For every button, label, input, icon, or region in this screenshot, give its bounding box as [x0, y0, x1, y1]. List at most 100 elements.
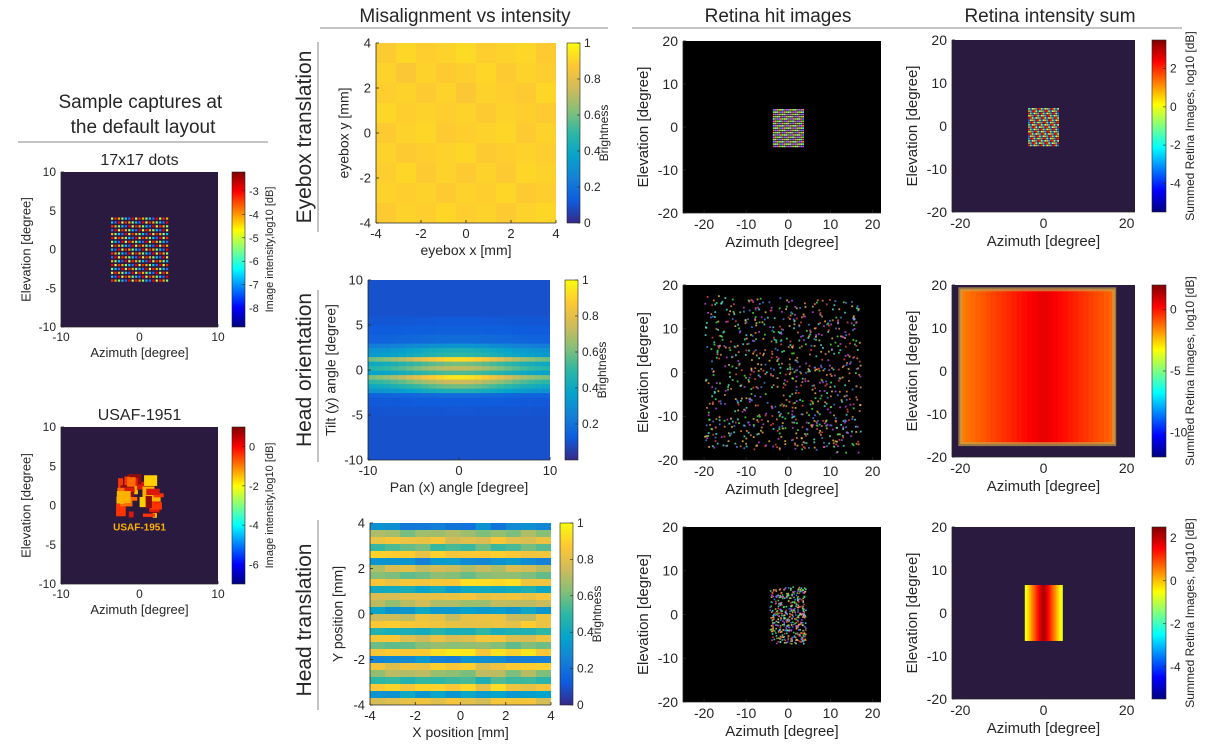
heatmap-cell: [535, 537, 551, 545]
retina-dot: [780, 140, 782, 143]
retina-speck: [778, 589, 781, 591]
heatmap-cell: [542, 352, 550, 358]
heatmap-cell: [474, 433, 483, 443]
retina-speck: [734, 410, 737, 413]
heatmap-cell: [436, 347, 445, 353]
heatmap-cell: [475, 586, 492, 594]
retina-dot: [774, 138, 777, 141]
grid-dot: [148, 248, 152, 251]
heatmap-cell: [376, 83, 397, 104]
retina-speck: [814, 327, 817, 330]
heatmap-cell: [436, 397, 445, 407]
heatmap-cell: [376, 123, 397, 144]
heatmap-cell: [475, 642, 492, 650]
heatmap-cell: [459, 451, 468, 460]
retina-speck: [777, 629, 780, 632]
heatmap-cell: [520, 537, 537, 545]
retina-speck: [764, 363, 767, 366]
heatmap-cell: [519, 383, 528, 389]
retina-dot: [1057, 112, 1059, 115]
retina-dot: [1055, 137, 1058, 140]
y-axis-label: Elevation [degree]: [635, 312, 652, 433]
retina-speck: [790, 640, 793, 643]
heatmap-cell: [520, 691, 537, 699]
retina-speck: [842, 428, 845, 430]
retina-speck: [773, 613, 775, 616]
heatmap-cell: [496, 365, 506, 371]
heatmap-cell: [405, 352, 415, 358]
heatmap-cell: [520, 670, 537, 678]
heatmap-cell: [416, 123, 437, 144]
heatmap-cell: [383, 397, 392, 407]
heatmap-cell: [415, 572, 431, 580]
heatmap-cell: [368, 374, 377, 380]
retina-speck: [799, 399, 802, 401]
retina-speck: [739, 445, 742, 448]
grid-dot: [145, 271, 148, 274]
retina-dot: [783, 127, 786, 129]
heatmap-cell: [428, 424, 437, 434]
grid-dot: [138, 267, 141, 271]
heatmap-cell: [474, 298, 483, 308]
grid-dot: [111, 279, 114, 282]
x-tick-label: 10: [211, 587, 225, 601]
retina-dot: [1055, 135, 1058, 138]
retina-speck: [802, 592, 805, 594]
retina-speck: [833, 403, 836, 406]
retina-speck: [801, 624, 804, 626]
retina-speck: [791, 299, 793, 302]
heatmap-cell: [519, 370, 528, 376]
grid-dot: [152, 236, 155, 240]
retina-dot: [787, 109, 790, 111]
grid-dot: [114, 221, 117, 224]
retina-speck: [803, 613, 806, 616]
heatmap-cell: [527, 415, 536, 425]
retina-dot: [1048, 133, 1050, 135]
retina-speck: [770, 611, 773, 613]
retina-speck: [802, 441, 805, 444]
heatmap-cell: [490, 642, 507, 650]
grid-dot: [159, 271, 162, 274]
heatmap-cell: [496, 433, 506, 443]
grid-dot: [165, 240, 169, 243]
retina-speck: [764, 414, 767, 417]
plot-background: [683, 41, 881, 213]
grid-dot: [124, 264, 127, 267]
heatmap-cell: [383, 280, 392, 290]
retina-dot: [1053, 139, 1056, 142]
retina-speck: [747, 342, 750, 345]
grid-dot: [135, 225, 138, 228]
heatmap-cell: [504, 334, 513, 344]
heatmap-cell: [430, 586, 447, 594]
heatmap-cell: [536, 143, 556, 164]
heatmap-cell: [527, 451, 536, 460]
heatmap-cell: [505, 684, 522, 692]
heatmap-cell: [376, 163, 397, 184]
heatmap-cell: [396, 83, 417, 104]
retina-speck: [778, 612, 781, 614]
heatmap-cell: [535, 544, 551, 552]
retina-speck: [777, 357, 780, 360]
heatmap-cell: [368, 316, 377, 326]
x-tick-label: -2: [415, 226, 427, 241]
intensity-column: [1060, 585, 1063, 641]
retina-dot: [780, 145, 782, 148]
retina-speck: [834, 374, 836, 377]
grid-dot: [111, 217, 114, 220]
heatmap-cell: [413, 424, 422, 434]
retina-dot: [1049, 139, 1052, 142]
grid-dot: [128, 217, 131, 220]
heatmap-cell: [405, 307, 415, 317]
retina-speck: [808, 365, 811, 367]
retina-speck: [803, 611, 806, 614]
retina-speck: [787, 594, 790, 597]
heatmap-cell: [421, 307, 430, 317]
intensity-column: [1032, 585, 1035, 641]
retina-dot: [1042, 135, 1045, 138]
colorbar: [1151, 526, 1167, 700]
retina-speck: [766, 401, 769, 404]
grid-dot: [135, 260, 138, 263]
heatmap-cell: [383, 361, 392, 367]
colorbar-label: Image intensity,log10 [dB]: [264, 187, 276, 313]
heatmap-cell: [413, 451, 422, 460]
